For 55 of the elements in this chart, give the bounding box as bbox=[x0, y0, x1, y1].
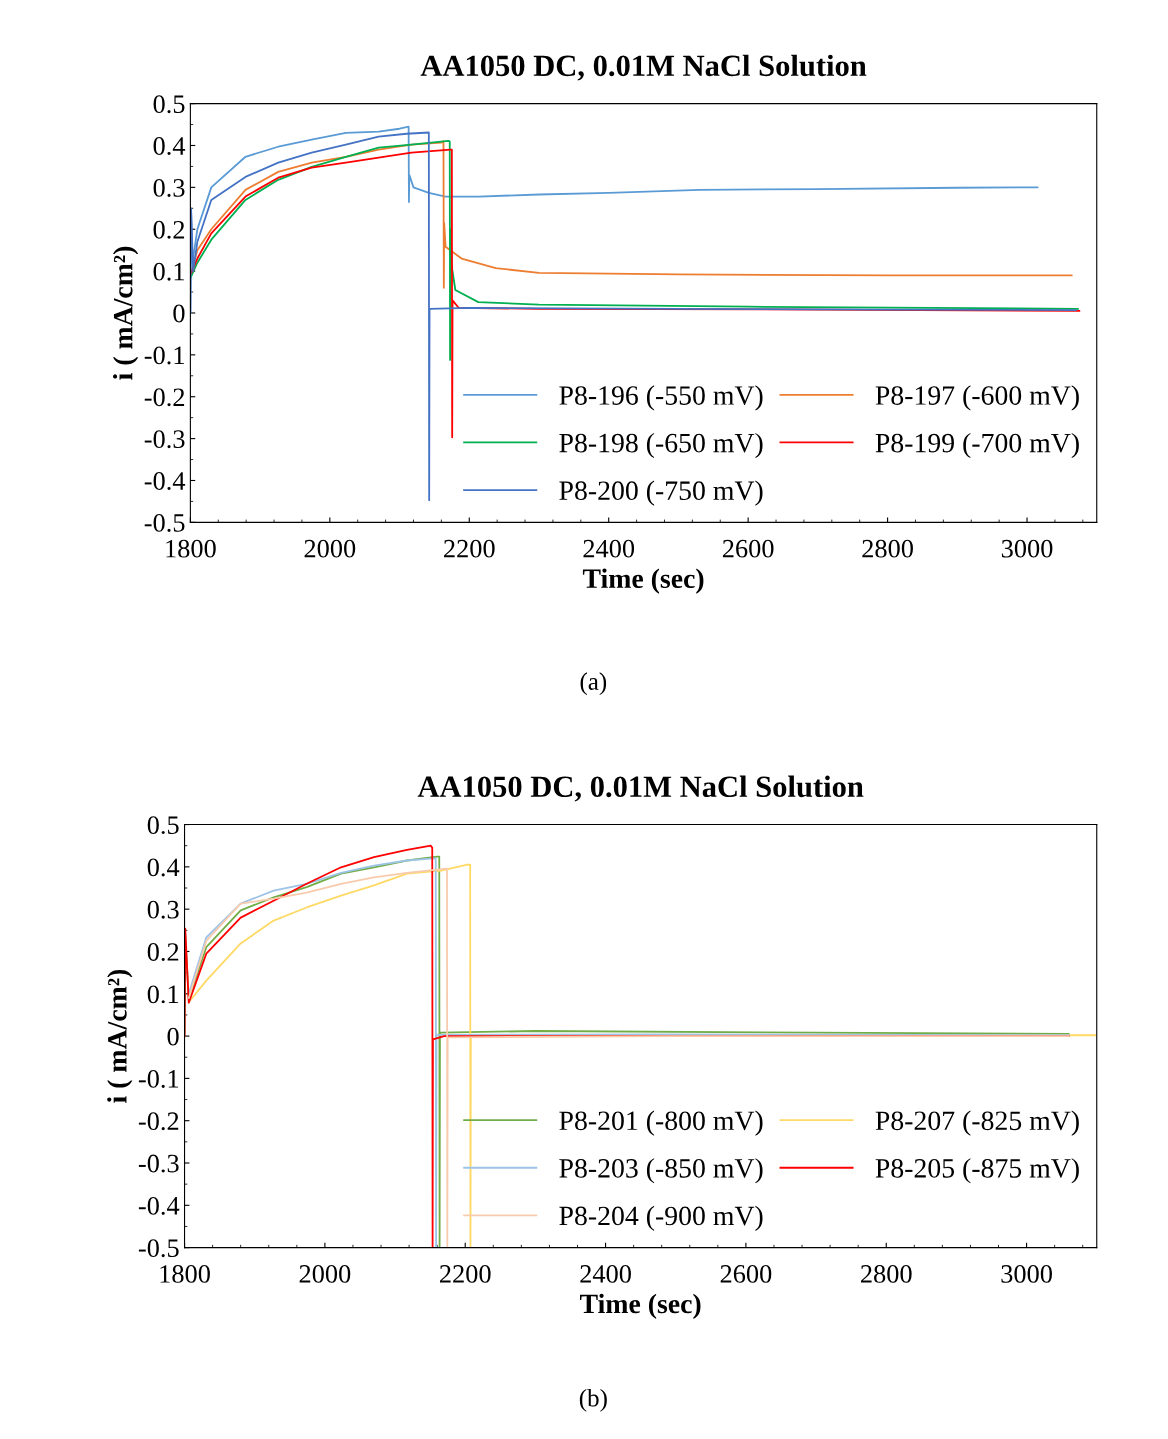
y-tick-label: -0.1 bbox=[138, 1069, 179, 1088]
y-tick-label: 0.5 bbox=[153, 95, 185, 114]
legend-label: P8-203 (-850 mV) bbox=[559, 1158, 763, 1184]
x-tick-label: 2200 bbox=[439, 1265, 491, 1283]
x-tick-label: 2600 bbox=[722, 539, 774, 558]
legend-label: P8-200 (-750 mV) bbox=[559, 480, 763, 506]
y-tick-label: 0.2 bbox=[147, 943, 179, 961]
x-tick-label: 2000 bbox=[299, 1265, 351, 1283]
x-axis-title: Time (sec) bbox=[582, 568, 704, 594]
y-tick-label: 0.3 bbox=[153, 178, 185, 197]
chart-title: AA1050 DC, 0.01M NaCl Solution bbox=[420, 54, 867, 81]
y-tick-label: 0.4 bbox=[153, 137, 186, 156]
legend-label: P8-204 (-900 mV) bbox=[559, 1205, 763, 1231]
y-tick-label: -0.3 bbox=[144, 430, 185, 449]
chart-title: AA1050 DC, 0.01M NaCl Solution bbox=[417, 775, 864, 802]
x-tick-label: 1800 bbox=[166, 539, 216, 558]
x-tick-label: 2400 bbox=[583, 539, 635, 558]
y-tick-label: -0.2 bbox=[138, 1112, 179, 1131]
x-tick-label: 2600 bbox=[720, 1265, 772, 1283]
y-tick-label: -0.2 bbox=[144, 388, 185, 407]
x-tick-label: 2000 bbox=[304, 539, 356, 558]
y-tick-label: 0 bbox=[167, 1027, 179, 1046]
text: (a) bbox=[580, 672, 607, 696]
x-axis-title: Time (sec) bbox=[580, 1293, 701, 1319]
y-tick-label: 0.1 bbox=[147, 985, 179, 1004]
legend-label: P8-197 (-600 mV) bbox=[875, 385, 1079, 411]
y-tick-label: -0.4 bbox=[138, 1196, 180, 1215]
x-tick-label: 1800 bbox=[160, 1265, 210, 1283]
legend-label: P8-199 (-700 mV) bbox=[875, 432, 1079, 459]
y-tick-label: -0.3 bbox=[138, 1154, 179, 1173]
y-tick-label: -0.5 bbox=[138, 1239, 179, 1258]
y-axis-title: i ( mA/cm²) bbox=[113, 246, 139, 380]
y-tick-label: -0.4 bbox=[144, 472, 186, 491]
legend-label: P8-196 (-550 mV) bbox=[559, 385, 763, 411]
y-tick-label: 0 bbox=[173, 304, 185, 323]
x-tick-label: 3000 bbox=[1001, 539, 1053, 558]
x-tick-label: 2800 bbox=[861, 1265, 912, 1283]
line-series bbox=[190, 139, 1079, 361]
legend-label: P8-205 (-875 mV) bbox=[875, 1158, 1079, 1184]
text: (b) bbox=[579, 1388, 607, 1412]
y-tick-label: 0.2 bbox=[153, 220, 185, 239]
x-tick-label: 2800 bbox=[862, 539, 913, 558]
y-tick-label: -0.5 bbox=[144, 513, 185, 532]
y-tick-label: 0.3 bbox=[147, 900, 179, 919]
y-tick-label: 0.1 bbox=[153, 262, 184, 281]
legend-label: P8-207 (-825 mV) bbox=[875, 1110, 1079, 1136]
y-tick-label: 0.4 bbox=[147, 858, 180, 877]
x-tick-label: 3000 bbox=[1001, 1265, 1052, 1283]
y-axis-title: i ( mA/cm²) bbox=[107, 969, 133, 1103]
y-tick-label: 0.5 bbox=[147, 816, 179, 835]
x-tick-label: 2200 bbox=[444, 539, 495, 558]
y-tick-label: -0.1 bbox=[144, 346, 184, 365]
x-tick-label: 2400 bbox=[580, 1265, 631, 1283]
legend-label: P8-198 (-650 mV) bbox=[559, 432, 763, 459]
legend-label: P8-201 (-800 mV) bbox=[559, 1110, 763, 1136]
